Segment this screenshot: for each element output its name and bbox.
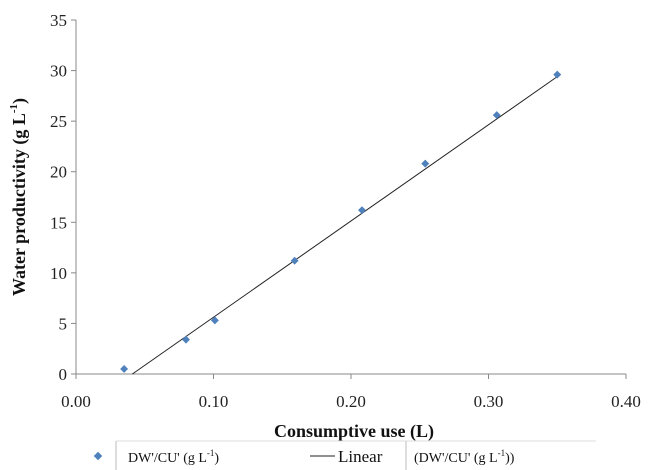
legend-marker-label: DW'/CU' (g L-1) [128, 448, 219, 466]
x-ticks: 0.00 0.10 0.20 0.30 0.40 [61, 374, 641, 411]
y-tick-label: 5 [59, 314, 68, 333]
data-point [210, 316, 219, 325]
y-tick-label: 0 [59, 365, 68, 384]
x-tick-label: 0.00 [61, 392, 91, 411]
data-point [553, 70, 562, 79]
x-tick-label: 0.30 [474, 392, 504, 411]
legend-linear-word: Linear [338, 447, 383, 466]
x-tick-label: 0.10 [199, 392, 229, 411]
data-point [182, 335, 190, 344]
y-tick-label: 20 [50, 163, 67, 182]
data-point [120, 364, 129, 373]
y-tick-label: 25 [50, 112, 67, 131]
data-point [421, 159, 430, 168]
legend-linear-label: (DW'/CU' (g L-1)) [414, 448, 515, 466]
series-layer [120, 70, 562, 375]
data-point [290, 256, 299, 265]
x-axis-title: Consumptive use (L) [274, 421, 434, 442]
legend: DW'/CU' (g L-1) Linear (DW'/CU' (g L-1)) [93, 440, 596, 470]
y-axis-title: Water productivity (g L-1) [8, 98, 30, 296]
y-tick-label: 15 [50, 213, 67, 232]
legend-marker-diamond [93, 451, 103, 461]
y-tick-label: 10 [50, 264, 67, 283]
y-tick-label: 35 [50, 11, 67, 30]
x-tick-label: 0.40 [611, 392, 641, 411]
y-ticks: 0 5 10 15 20 25 30 35 [50, 11, 76, 384]
data-point [358, 206, 366, 215]
plot-area: 0 5 10 15 20 25 30 35 0.00 0.10 0.20 0.30 0.40 [50, 11, 641, 411]
trendline [132, 76, 558, 375]
y-tick-label: 30 [50, 62, 67, 81]
x-tick-label: 0.20 [336, 392, 366, 411]
data-point [492, 111, 501, 120]
